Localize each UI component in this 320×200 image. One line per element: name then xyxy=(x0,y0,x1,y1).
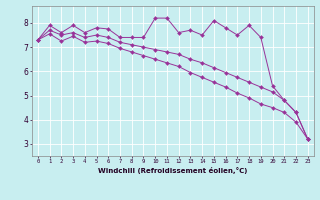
X-axis label: Windchill (Refroidissement éolien,°C): Windchill (Refroidissement éolien,°C) xyxy=(98,167,247,174)
